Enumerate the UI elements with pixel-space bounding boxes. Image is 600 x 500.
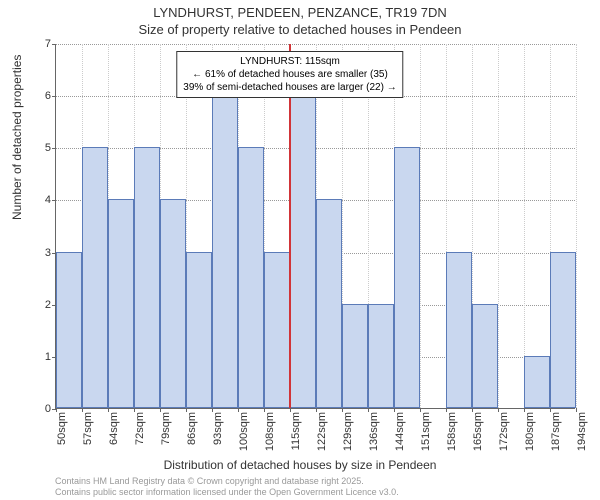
annotation-line-2: ← 61% of detached houses are smaller (35…: [183, 68, 396, 81]
xtick-label: 136sqm: [368, 412, 380, 451]
xtick-label: 122sqm: [316, 412, 328, 451]
histogram-bar: [186, 252, 212, 408]
xtick-label: 144sqm: [394, 412, 406, 451]
xtick-label: 50sqm: [56, 412, 68, 445]
histogram-bar: [160, 199, 186, 408]
xtick-label: 79sqm: [160, 412, 172, 445]
histogram-bar: [524, 356, 550, 408]
chart-container: LYNDHURST, PENDEEN, PENZANCE, TR19 7DN S…: [0, 0, 600, 500]
xtick-label: 64sqm: [108, 412, 120, 445]
x-axis-label: Distribution of detached houses by size …: [0, 458, 600, 472]
attribution-line-1: Contains HM Land Registry data © Crown c…: [55, 476, 399, 487]
xtick-label: 129sqm: [342, 412, 354, 451]
marker-annotation: LYNDHURST: 115sqm ← 61% of detached hous…: [176, 51, 403, 98]
annotation-line-3: 39% of semi-detached houses are larger (…: [183, 81, 396, 94]
gridline-v: [576, 44, 577, 408]
xtick-label: 115sqm: [290, 412, 302, 450]
ytick-label: 6: [45, 90, 56, 102]
histogram-bar: [238, 147, 264, 408]
title-line-1: LYNDHURST, PENDEEN, PENZANCE, TR19 7DN: [0, 5, 600, 22]
histogram-bar: [82, 147, 108, 408]
ytick-label: 0: [45, 403, 56, 415]
marker-line: [289, 44, 291, 408]
xtick-label: 100sqm: [238, 412, 250, 451]
histogram-bar: [134, 147, 160, 408]
title-block: LYNDHURST, PENDEEN, PENZANCE, TR19 7DN S…: [0, 5, 600, 39]
histogram-bar: [56, 252, 82, 408]
ytick-label: 3: [45, 247, 56, 259]
xtick-label: 165sqm: [472, 412, 484, 451]
histogram-bar: [472, 304, 498, 408]
xtick-label: 86sqm: [186, 412, 198, 445]
histogram-bar: [316, 199, 342, 408]
gridline-v: [524, 44, 525, 408]
xtick-label: 172sqm: [498, 412, 510, 451]
ytick-label: 2: [45, 299, 56, 311]
histogram-bar: [446, 252, 472, 408]
histogram-bar: [212, 95, 238, 408]
y-axis-label: Number of detached properties: [10, 55, 24, 220]
xtick-label: 57sqm: [82, 412, 94, 445]
attribution-block: Contains HM Land Registry data © Crown c…: [55, 476, 399, 498]
ytick-label: 1: [45, 351, 56, 363]
xtick-label: 72sqm: [134, 412, 146, 445]
xtick-label: 187sqm: [550, 412, 562, 451]
plot-area: 0123456750sqm57sqm64sqm72sqm79sqm86sqm93…: [55, 44, 575, 409]
xtick-label: 158sqm: [446, 412, 458, 451]
gridline-v: [498, 44, 499, 408]
ytick-label: 7: [45, 38, 56, 50]
histogram-bar: [550, 252, 576, 408]
ytick-label: 4: [45, 194, 56, 206]
title-line-2: Size of property relative to detached ho…: [0, 22, 600, 39]
histogram-bar: [368, 304, 394, 408]
histogram-bar: [342, 304, 368, 408]
histogram-bar: [264, 252, 290, 408]
ytick-label: 5: [45, 142, 56, 154]
xtick-label: 93sqm: [212, 412, 224, 445]
xtick-label: 108sqm: [264, 412, 276, 451]
histogram-bar: [108, 199, 134, 408]
xtick-label: 180sqm: [524, 412, 536, 451]
gridline-v: [420, 44, 421, 408]
annotation-line-1: LYNDHURST: 115sqm: [183, 55, 396, 68]
attribution-line-2: Contains public sector information licen…: [55, 487, 399, 498]
xtick-label: 151sqm: [420, 412, 432, 451]
histogram-bar: [394, 147, 420, 408]
histogram-bar: [290, 95, 316, 408]
xtick-label: 194sqm: [576, 412, 588, 451]
